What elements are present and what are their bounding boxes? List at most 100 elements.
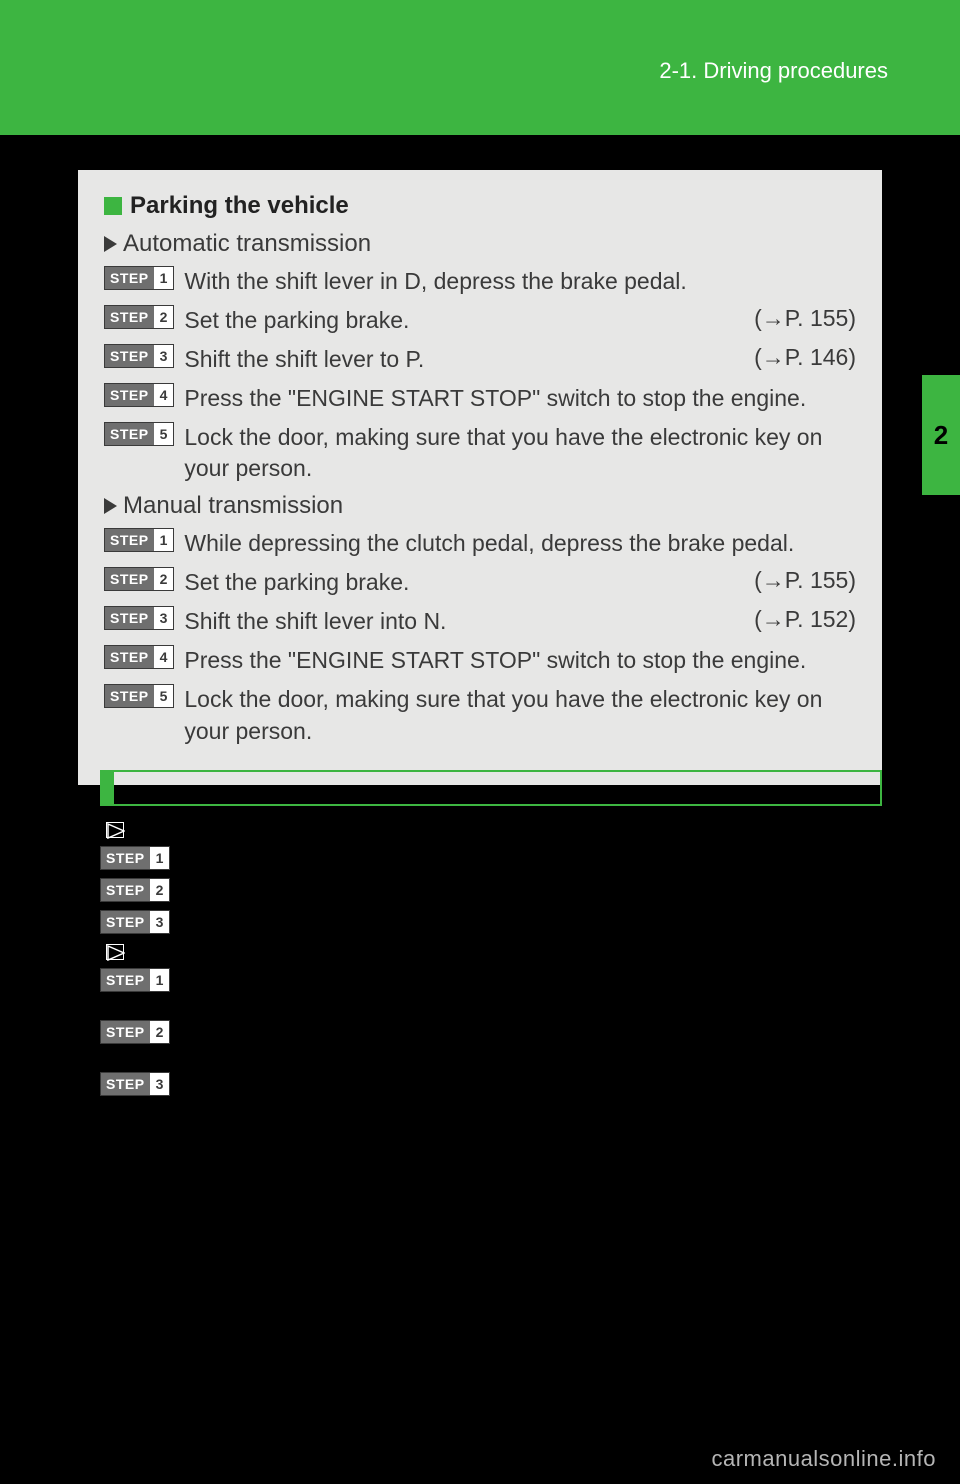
- step-row: STEP 4 Press the "ENGINE START STOP" swi…: [104, 645, 856, 676]
- step-badge: STEP 5: [104, 684, 174, 708]
- step-word: STEP: [105, 646, 154, 668]
- heading-accent-icon: [100, 770, 114, 806]
- step-row: STEP 1: [100, 846, 882, 870]
- step-number: 3: [150, 1073, 170, 1095]
- step-badge: STEP 2: [104, 305, 174, 329]
- step-word: STEP: [101, 1021, 150, 1043]
- procedure-box-parking: Parking the vehicle Automatic transmissi…: [78, 170, 882, 785]
- subgroup-heading-automatic: Automatic transmission: [104, 230, 856, 258]
- step-number: 4: [154, 646, 174, 668]
- step-badge: STEP 4: [104, 645, 174, 669]
- step-word: STEP: [101, 911, 150, 933]
- step-row: STEP 2 Set the parking brake. (→P. 155): [104, 305, 856, 336]
- step-badge: STEP 2: [100, 878, 170, 902]
- step-row: STEP 3: [100, 1072, 882, 1096]
- step-word: STEP: [105, 607, 154, 629]
- step-text: Lock the door, making sure that you have…: [184, 422, 856, 484]
- page-ref: (→P. 152): [754, 606, 856, 633]
- step-number: 2: [154, 306, 174, 328]
- page-ref: (→P. 155): [754, 305, 856, 332]
- step-row: STEP 3: [100, 910, 882, 934]
- step-word: STEP: [101, 969, 150, 991]
- step-number: 1: [154, 529, 174, 551]
- step-word: STEP: [101, 847, 150, 869]
- subgroup-label: Automatic transmission: [123, 230, 371, 258]
- step-number: 1: [150, 969, 170, 991]
- chapter-side-tab: 2: [922, 375, 960, 495]
- step-row: STEP 2: [100, 878, 882, 902]
- step-word: STEP: [101, 1073, 150, 1095]
- step-badge: STEP 4: [104, 383, 174, 407]
- step-row: STEP 4 Press the "ENGINE START STOP" swi…: [104, 383, 856, 414]
- step-line: Shift the shift lever to P. (→P. 146): [184, 344, 856, 375]
- subgroup-heading-manual: Manual transmission: [104, 492, 856, 520]
- step-row: STEP 5 Lock the door, making sure that y…: [104, 422, 856, 484]
- step-row: STEP 1 While depressing the clutch pedal…: [104, 528, 856, 559]
- step-badge: STEP 2: [100, 1020, 170, 1044]
- triangle-icon: [104, 236, 117, 252]
- step-number: 5: [154, 423, 174, 445]
- step-number: 2: [150, 1021, 170, 1043]
- step-badge: STEP 3: [104, 606, 174, 630]
- step-badge: STEP 3: [100, 910, 170, 934]
- step-word: STEP: [105, 529, 154, 551]
- chapter-number: 2: [934, 420, 948, 451]
- step-word: STEP: [105, 267, 154, 289]
- step-badge: STEP 5: [104, 422, 174, 446]
- step-row: STEP 5 Lock the door, making sure that y…: [104, 684, 856, 746]
- step-text: Press the "ENGINE START STOP" switch to …: [184, 645, 856, 676]
- step-word: STEP: [105, 306, 154, 328]
- subgroup-label: Manual transmission: [123, 492, 343, 520]
- section-label: 2-1. Driving procedures: [659, 58, 888, 84]
- step-text: Press the "ENGINE START STOP" switch to …: [184, 383, 856, 414]
- step-badge: STEP 1: [104, 266, 174, 290]
- step-line: Set the parking brake. (→P. 155): [184, 305, 856, 336]
- step-badge: STEP 2: [104, 567, 174, 591]
- section-title-row: Parking the vehicle: [104, 192, 856, 220]
- step-row: STEP 1 With the shift lever in D, depres…: [104, 266, 856, 297]
- step-row: STEP 1: [100, 968, 882, 992]
- step-badge: STEP 1: [100, 968, 170, 992]
- step-line: Set the parking brake. (→P. 155): [184, 567, 856, 598]
- step-word: STEP: [105, 568, 154, 590]
- watermark-text: carmanualsonline.info: [711, 1446, 936, 1472]
- triangle-icon: [104, 498, 117, 514]
- step-badge: STEP 1: [100, 846, 170, 870]
- step-line: Shift the shift lever into N. (→P. 152): [184, 606, 856, 637]
- page-ref: (→P. 146): [754, 344, 856, 371]
- step-text: While depressing the clutch pedal, depre…: [184, 528, 856, 559]
- step-text: Shift the shift lever to P.: [184, 344, 754, 375]
- step-number: 2: [154, 568, 174, 590]
- step-word: STEP: [105, 423, 154, 445]
- triangle-outline-icon: [106, 944, 124, 960]
- step-number: 4: [154, 384, 174, 406]
- step-word: STEP: [105, 685, 154, 707]
- subgroup-heading-lower-a: [106, 822, 882, 838]
- procedure-section-lower: STEP 1 STEP 2 STEP 3 STEP 1 STEP: [100, 770, 882, 1104]
- step-text: Shift the shift lever into N.: [184, 606, 754, 637]
- section-heading-bar: [100, 770, 882, 806]
- header-band: 2-1. Driving procedures: [0, 0, 960, 135]
- step-row: STEP 2: [100, 1020, 882, 1044]
- subgroup-heading-lower-b: [106, 944, 882, 960]
- step-number: 2: [150, 879, 170, 901]
- step-text: Set the parking brake.: [184, 305, 754, 336]
- step-badge: STEP 3: [104, 344, 174, 368]
- step-badge: STEP 1: [104, 528, 174, 552]
- step-number: 3: [154, 345, 174, 367]
- step-text: Lock the door, making sure that you have…: [184, 684, 856, 746]
- page-ref: (→P. 155): [754, 567, 856, 594]
- step-number: 1: [154, 267, 174, 289]
- triangle-outline-icon: [106, 822, 124, 838]
- bullet-square-icon: [104, 197, 122, 215]
- step-number: 5: [154, 685, 174, 707]
- step-number: 3: [150, 911, 170, 933]
- heading-title: [114, 770, 882, 806]
- step-row: STEP 3 Shift the shift lever into N. (→P…: [104, 606, 856, 637]
- step-word: STEP: [105, 345, 154, 367]
- step-word: STEP: [105, 384, 154, 406]
- step-number: 1: [150, 847, 170, 869]
- step-text: With the shift lever in D, depress the b…: [184, 266, 856, 297]
- section-title: Parking the vehicle: [130, 192, 349, 220]
- step-text: Set the parking brake.: [184, 567, 754, 598]
